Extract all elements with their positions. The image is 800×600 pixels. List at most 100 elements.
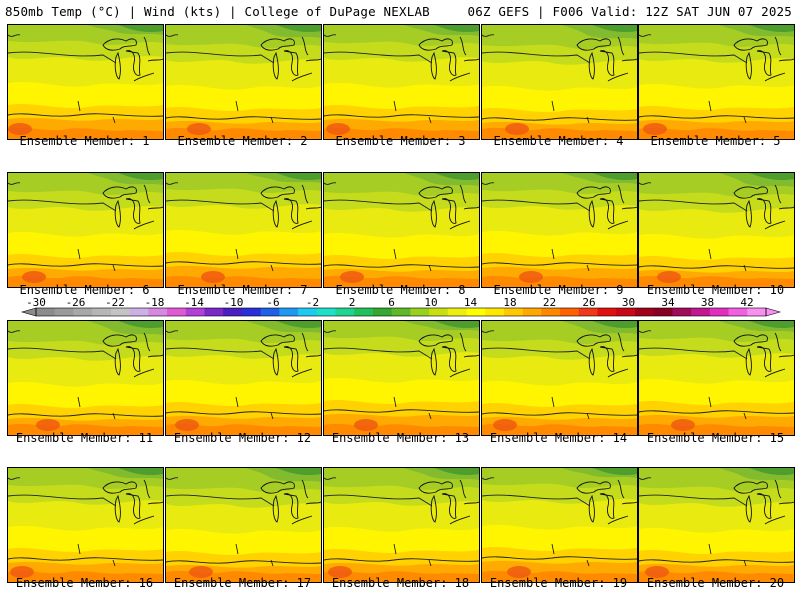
colorbar-swatch [560, 308, 580, 316]
ensemble-member-label: Ensemble Member: 13 [331, 431, 470, 445]
colorbar-swatch [185, 308, 205, 316]
colorbar-swatch [747, 308, 767, 316]
ensemble-member-label: Ensemble Member: 11 [15, 431, 154, 445]
ensemble-member-label: Ensemble Member: 10 [646, 283, 785, 297]
ensemble-member-label: Ensemble Member: 7 [177, 283, 308, 297]
ensemble-member-map [165, 24, 322, 140]
colorbar-swatch [391, 308, 411, 316]
colorbar-swatch [110, 308, 131, 316]
ensemble-member-map [481, 320, 638, 436]
colorbar-tick-label: 34 [661, 296, 675, 309]
colorbar-tick-label: -26 [66, 296, 86, 309]
colorbar-tick-label: 22 [543, 296, 556, 309]
ensemble-member-label: Ensemble Member: 19 [489, 576, 628, 590]
colorbar-swatch [653, 308, 673, 316]
colorbar-swatch [597, 308, 617, 316]
colorbar-swatch [578, 308, 599, 316]
ensemble-member-map [323, 24, 480, 140]
ensemble-member-label: Ensemble Member: 1 [19, 134, 150, 148]
colorbar-tick-label: -30 [26, 296, 46, 309]
ensemble-member-map [7, 320, 164, 436]
colorbar-tick-label: -2 [306, 296, 319, 309]
colorbar-swatch [485, 308, 505, 316]
colorbar-tick-label: 38 [701, 296, 714, 309]
colorbar-swatch [335, 308, 355, 316]
colorbar-swatch [223, 308, 243, 316]
colorbar-outline [35, 307, 767, 317]
ensemble-member-map [323, 467, 480, 583]
colorbar-tick-label: -18 [145, 296, 165, 309]
ensemble-member-label: Ensemble Member: 15 [646, 431, 785, 445]
ensemble-member-label: Ensemble Member: 2 [177, 134, 308, 148]
colorbar-swatch [691, 308, 711, 316]
ensemble-member-label: Ensemble Member: 14 [489, 431, 628, 445]
ensemble-member-map [323, 320, 480, 436]
colorbar-tick-label: -6 [266, 296, 279, 309]
ensemble-member-map [481, 172, 638, 288]
ensemble-member-label: Ensemble Member: 5 [650, 134, 781, 148]
colorbar-tick-label: -14 [184, 296, 204, 309]
ensemble-member-map [165, 172, 322, 288]
ensemble-member-label: Ensemble Member: 6 [19, 283, 150, 297]
colorbar-tick-label: 42 [740, 296, 753, 309]
colorbar-tick-label: 18 [503, 296, 516, 309]
colorbar-swatch [241, 308, 262, 316]
colorbar-tick-label: 14 [464, 296, 478, 309]
colorbar-swatch [429, 308, 449, 316]
ensemble-member-label: Ensemble Member: 4 [493, 134, 624, 148]
colorbar-swatch [503, 308, 524, 316]
colorbar-tick-label: 30 [622, 296, 635, 309]
ensemble-member-map [481, 24, 638, 140]
colorbar-swatch [728, 308, 748, 316]
ensemble-member-map [638, 320, 795, 436]
colorbar-swatch [148, 308, 168, 316]
colorbar-swatch [316, 308, 336, 316]
colorbar-swatch [129, 308, 149, 316]
ensemble-member-map [638, 172, 795, 288]
colorbar-tick-label: 2 [349, 296, 356, 309]
colorbar-swatch [92, 308, 112, 316]
ensemble-member-map [638, 467, 795, 583]
colorbar-swatch [541, 308, 561, 316]
chart-title: 850mb Temp (°C) | Wind (kts) | College o… [5, 4, 430, 19]
colorbar-tick-label: 6 [388, 296, 395, 309]
colorbar-swatch [36, 308, 56, 316]
colorbar-swatch [73, 308, 93, 316]
ensemble-member-label: Ensemble Member: 3 [335, 134, 466, 148]
temperature-colorbar: -30 -26 -22 -18 -14 -10 -6 -2 2 6 10 14 18 22 26 30 34 38… [20, 296, 782, 317]
ensemble-member-label: Ensemble Member: 8 [335, 283, 466, 297]
colorbar-tick-label: -22 [105, 296, 125, 309]
colorbar-swatch [709, 308, 730, 316]
ensemble-member-map [7, 24, 164, 140]
colorbar-swatch [354, 308, 374, 316]
ensemble-member-map [165, 320, 322, 436]
colorbar-swatch [616, 308, 636, 316]
colorbar-swatch [279, 308, 299, 316]
ensemble-member-label: Ensemble Member: 17 [173, 576, 312, 590]
ensemble-member-label: Ensemble Member: 9 [493, 283, 624, 297]
ensemble-member-map [165, 467, 322, 583]
colorbar-swatch [167, 308, 187, 316]
colorbar-swatch [522, 308, 542, 316]
ensemble-member-map [7, 467, 164, 583]
colorbar-swatch [204, 308, 224, 316]
ensemble-member-map [638, 24, 795, 140]
colorbar-swatch [260, 308, 280, 316]
model-run-info: 06Z GEFS | F006 Valid: 12Z SAT JUN 07 20… [467, 4, 792, 19]
ensemble-member-label: Ensemble Member: 20 [646, 576, 785, 590]
ensemble-member-map [323, 172, 480, 288]
colorbar-swatch [672, 308, 692, 316]
colorbar-tick-label: 26 [582, 296, 595, 309]
colorbar-left-arrow [20, 307, 37, 317]
colorbar-swatch [447, 308, 468, 316]
ensemble-member-map [7, 172, 164, 288]
ensemble-member-label: Ensemble Member: 12 [173, 431, 312, 445]
colorbar-swatch [410, 308, 430, 316]
colorbar-tick-label: -10 [224, 296, 244, 309]
ensemble-member-label: Ensemble Member: 16 [15, 576, 154, 590]
colorbar-right-arrow [765, 307, 782, 317]
ensemble-member-label: Ensemble Member: 18 [331, 576, 470, 590]
colorbar-swatch [298, 308, 318, 316]
colorbar-swatch [54, 308, 74, 316]
colorbar-swatch [466, 308, 486, 316]
